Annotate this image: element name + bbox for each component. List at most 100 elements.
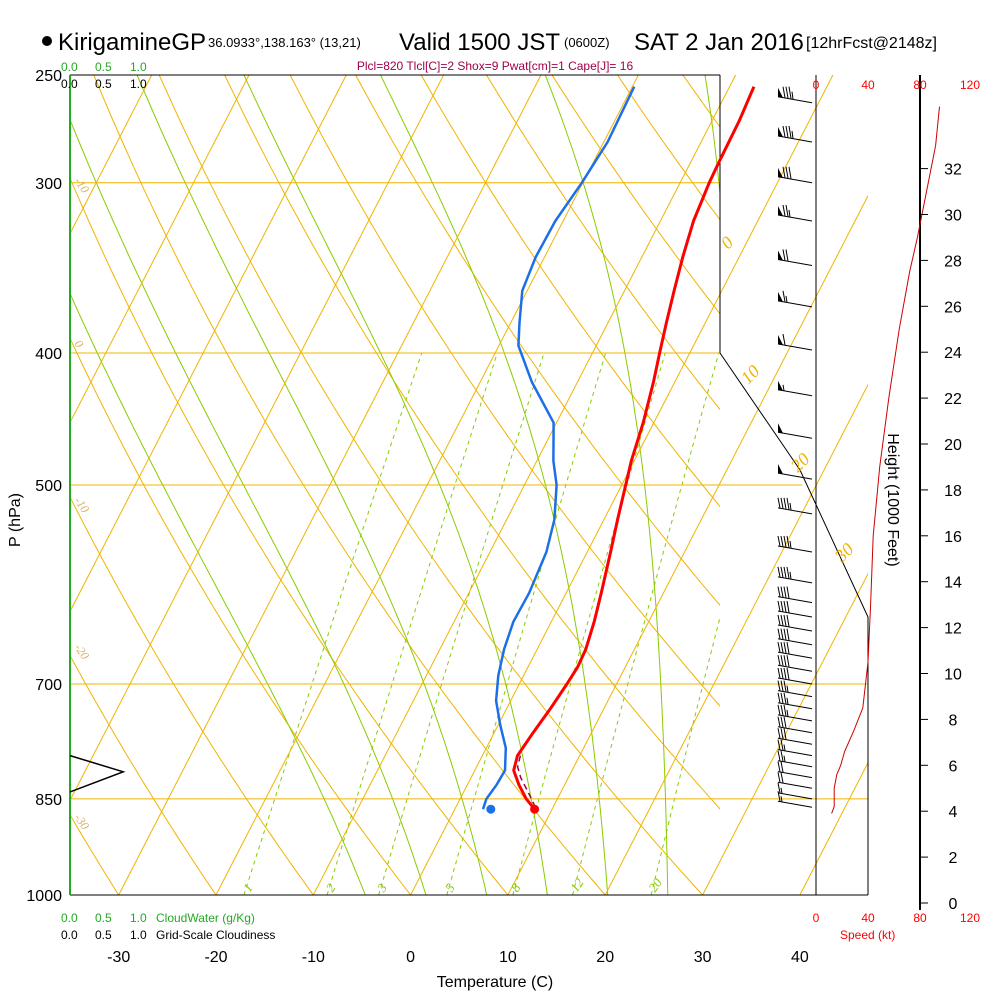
height-tick-label: 30 bbox=[944, 208, 962, 225]
valid-utc: (0600Z) bbox=[564, 35, 610, 50]
wind-barb-tick bbox=[780, 692, 784, 704]
wind-barb-tick bbox=[788, 86, 792, 99]
height-tick-label: 16 bbox=[944, 529, 962, 546]
wind-barb-tick bbox=[783, 535, 787, 548]
wind-barb-shaft bbox=[777, 431, 813, 439]
wind-barb bbox=[777, 333, 813, 351]
wind-speed-tick-top: 40 bbox=[861, 78, 875, 92]
wind-barb-shaft bbox=[777, 664, 813, 672]
wind-barb bbox=[777, 739, 813, 757]
wind-barb bbox=[777, 728, 813, 745]
wind-barb-tick bbox=[786, 655, 790, 667]
height-tick-label: 6 bbox=[949, 758, 958, 775]
wind-barb-tick bbox=[785, 249, 789, 261]
wind-barb-tick bbox=[786, 628, 790, 641]
wind-barb bbox=[777, 535, 813, 553]
cloudiness-tick-top-2: 1.0 bbox=[130, 77, 147, 91]
wind-speed-tick-bottom: 40 bbox=[861, 911, 875, 925]
wind-barb-tick bbox=[782, 290, 786, 302]
dry-adiabat-line bbox=[70, 337, 412, 895]
stability-params: Plcl=820 Tlcl[C]=2 Shox=9 Pwat[cm]=1 Cap… bbox=[357, 59, 634, 73]
wind-barb-tick bbox=[786, 642, 790, 654]
wind-barb-tick bbox=[786, 667, 790, 680]
wind-barb-tick bbox=[783, 628, 787, 640]
dry-adiabat-line bbox=[224, 75, 720, 810]
mixing-ratio-line bbox=[243, 352, 423, 895]
wind-barb-tick bbox=[783, 642, 787, 654]
dry-adiabat-line bbox=[551, 75, 720, 315]
isotherm-label: -10 bbox=[72, 174, 93, 195]
height-tick-label: 2 bbox=[949, 850, 958, 867]
wind-barb-flag bbox=[778, 206, 783, 217]
wind-barb-tick bbox=[780, 728, 784, 739]
moist-adiabat-line bbox=[243, 75, 548, 895]
height-tick-label: 12 bbox=[944, 621, 962, 638]
cloudwater-tick-top-2: 1.0 bbox=[130, 60, 147, 74]
wind-speed-tick-bottom: 120 bbox=[960, 911, 980, 925]
wind-barb-tick bbox=[777, 667, 781, 679]
wind-barb-tick bbox=[777, 772, 781, 783]
plot-frame bbox=[69, 74, 869, 896]
mixing-ratio-label: 1 bbox=[240, 881, 256, 895]
wind-barb-tick bbox=[783, 692, 787, 704]
wind-barb-tick bbox=[777, 586, 781, 597]
chart-header: KirigamineGP 36.0933°,138.163° (13,21) V… bbox=[42, 29, 937, 73]
wind-barb bbox=[777, 249, 813, 266]
wind-barb-tick bbox=[780, 655, 784, 666]
wind-barb bbox=[777, 586, 813, 604]
wind-speed-tick-top: 120 bbox=[960, 78, 980, 92]
wind-barb-flag bbox=[778, 380, 783, 391]
mixing-ratio-line bbox=[650, 615, 720, 895]
wind-barb-tick bbox=[780, 600, 784, 612]
wind-barb bbox=[777, 600, 813, 618]
wind-barb-shaft bbox=[777, 176, 813, 184]
wind-barb-tick bbox=[783, 497, 787, 509]
height-tick-label: 20 bbox=[944, 437, 962, 454]
wind-barb-tick bbox=[780, 750, 784, 762]
wind-barb bbox=[777, 772, 813, 789]
wind-barb-tick bbox=[777, 535, 781, 547]
wind-barb-tick bbox=[780, 614, 784, 626]
wind-barb-flag bbox=[778, 423, 783, 434]
dry-adiabat-line bbox=[616, 75, 720, 221]
wind-barb-tick bbox=[786, 614, 790, 627]
wind-barb-tick bbox=[786, 497, 790, 510]
wind-barb-half-tick bbox=[780, 796, 783, 802]
dry-adiabat-line bbox=[70, 495, 314, 895]
wind-barb-tick bbox=[780, 739, 784, 751]
wind-barb-half-tick bbox=[791, 130, 794, 139]
cloudwater-tick-top-0: 0.0 bbox=[61, 60, 78, 74]
wind-barb-tick bbox=[785, 86, 789, 99]
dry-adiabat-line bbox=[860, 51, 1000, 924]
cloud-scale-top: 0.0 0.5 1.0 0.0 0.5 1.0 bbox=[61, 60, 147, 91]
dry-adiabat-line bbox=[990, 51, 1000, 924]
wind-barb-tick bbox=[777, 600, 781, 612]
wind-barb-tick bbox=[783, 704, 787, 716]
isotherm-line bbox=[702, 572, 868, 895]
valid-date: SAT 2 Jan 2016 bbox=[634, 29, 804, 56]
wind-barb bbox=[777, 692, 813, 710]
temperature-tick-label: 10 bbox=[499, 949, 517, 966]
wind-barb bbox=[777, 791, 813, 808]
wind-barb-shaft bbox=[777, 800, 813, 808]
wind-barb-shaft bbox=[777, 771, 813, 779]
wind-barb bbox=[777, 782, 813, 800]
cloudiness-tick-bottom-0: 0.0 bbox=[61, 928, 78, 942]
wind-barb-tick bbox=[777, 716, 781, 727]
temperature-tick-label: 0 bbox=[406, 949, 415, 966]
wind-barb-shaft bbox=[777, 638, 813, 646]
height-tick-label: 22 bbox=[944, 391, 962, 408]
surface-dewpoint-dot bbox=[486, 804, 496, 814]
wind-barb-shaft bbox=[777, 677, 813, 685]
wind-barb-half-tick bbox=[786, 709, 789, 717]
wind-barb bbox=[777, 667, 813, 685]
cloud-scale-bottom: 0.0 0.5 1.0 CloudWater (g/Kg) 0.0 0.5 1.… bbox=[61, 911, 275, 942]
wind-barb-tick bbox=[786, 535, 790, 548]
dry-adiabat-line bbox=[70, 176, 509, 895]
cloudwater-tick-bottom-2: 1.0 bbox=[130, 911, 147, 925]
wind-barb-shaft bbox=[777, 651, 813, 659]
profiles bbox=[481, 86, 756, 814]
forecast-info: [12hrFcst@2148z] bbox=[806, 35, 937, 52]
height-tick-label: 26 bbox=[944, 299, 962, 316]
